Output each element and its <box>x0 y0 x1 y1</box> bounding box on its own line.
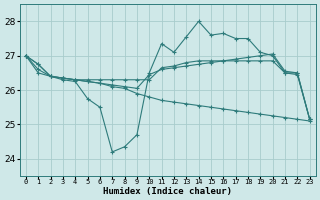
X-axis label: Humidex (Indice chaleur): Humidex (Indice chaleur) <box>103 187 232 196</box>
